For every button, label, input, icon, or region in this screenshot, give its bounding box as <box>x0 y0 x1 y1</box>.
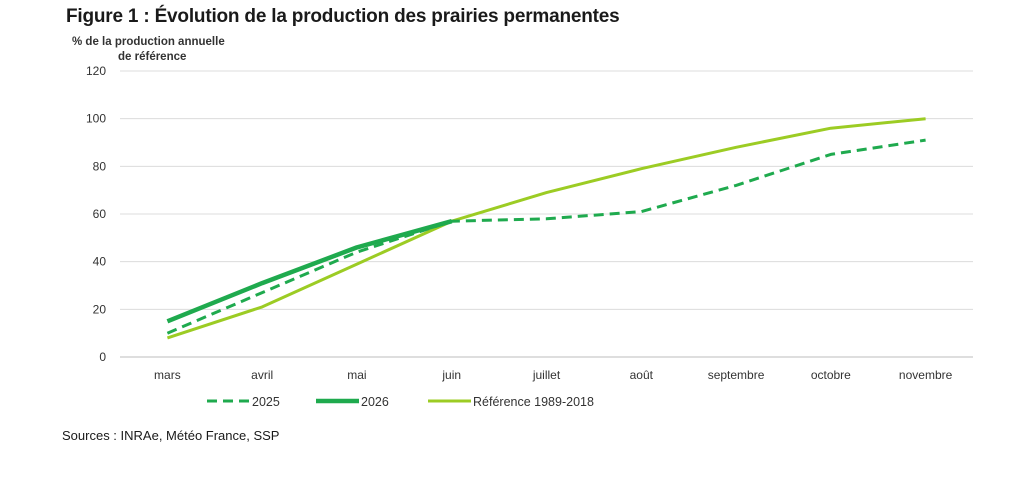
series-lines <box>166 117 926 340</box>
y-tick-label: 60 <box>93 207 107 221</box>
x-tick-label: août <box>630 368 654 382</box>
legend-label-0: 2025 <box>252 395 280 409</box>
y-tick-label: 40 <box>93 255 107 269</box>
y-tick-label: 20 <box>93 302 107 316</box>
y-axis-label-line-1: % de la production annuelle <box>72 36 225 48</box>
figure-title: Figure 1 : Évolution de la production de… <box>66 6 620 27</box>
y-tick-label: 120 <box>86 64 106 78</box>
x-axis-ticks: mars avril mai juin juillet août septembre octo… <box>154 368 953 382</box>
x-tick-label: mai <box>347 368 366 382</box>
x-tick-label: septembre <box>708 368 765 382</box>
sources-note: Sources : INRAe, Météo France, SSP <box>62 428 280 443</box>
y-tick-label: 0 <box>99 350 106 364</box>
x-tick-label: avril <box>251 368 273 382</box>
y-axis-ticks: 0 20 40 60 80 100 120 <box>86 64 106 364</box>
y-axis-label-line-2: de référence <box>118 51 186 63</box>
x-tick-label: juillet <box>532 368 561 382</box>
legend: 2025 2026 Référence 1989-2018 <box>207 395 594 409</box>
legend-label-2: Référence 1989-2018 <box>473 395 594 409</box>
y-tick-label: 100 <box>86 112 106 126</box>
y-tick-label: 80 <box>93 159 107 173</box>
series-line-0 <box>166 138 926 335</box>
series-line-1 <box>166 219 453 324</box>
gridlines <box>120 70 973 358</box>
x-tick-label: mars <box>154 368 181 382</box>
x-tick-label: octobre <box>811 368 851 382</box>
series-line-2 <box>166 117 926 340</box>
legend-label-1: 2026 <box>361 395 389 409</box>
x-tick-label: novembre <box>899 368 953 382</box>
x-tick-label: juin <box>441 368 461 382</box>
